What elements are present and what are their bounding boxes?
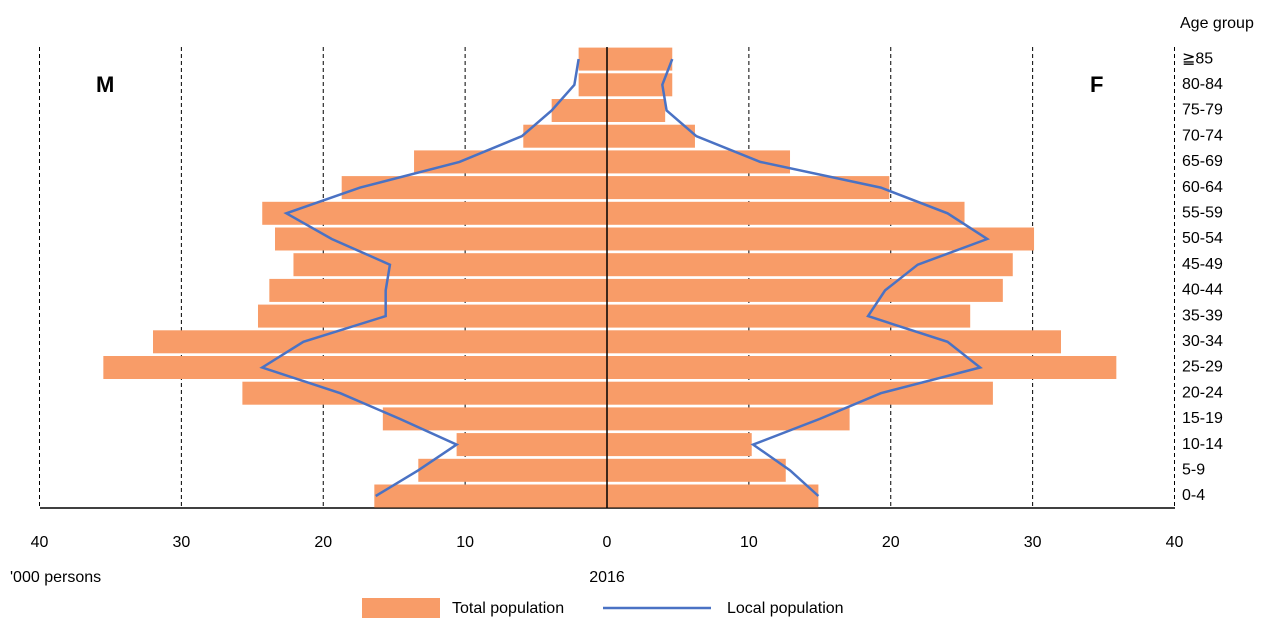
bar <box>607 407 850 431</box>
unit-label: '000 persons <box>10 569 101 586</box>
x-tick-label: 30 <box>172 534 190 551</box>
category-label: 15-19 <box>1182 410 1223 427</box>
bar <box>456 433 607 457</box>
x-tick-label: 0 <box>603 534 612 551</box>
legend-swatch <box>362 598 440 618</box>
x-tick-label: 30 <box>1024 534 1042 551</box>
bar <box>578 47 607 71</box>
category-label: 80-84 <box>1182 76 1223 93</box>
bar <box>607 176 890 200</box>
category-label: 30-34 <box>1182 333 1223 350</box>
category-label: 65-69 <box>1182 153 1223 170</box>
bar <box>262 201 607 225</box>
legend-label: Total population <box>452 600 564 617</box>
bar <box>607 124 695 148</box>
x-tick-label: 40 <box>1166 534 1184 551</box>
bar <box>103 356 607 379</box>
line <box>661 58 991 497</box>
x-tick-label: 40 <box>31 534 49 551</box>
category-label: 75-79 <box>1182 102 1223 119</box>
category-label: 40-44 <box>1182 282 1223 299</box>
category-label: 60-64 <box>1182 179 1223 196</box>
bar <box>153 330 607 354</box>
category-label: 45-49 <box>1182 256 1223 273</box>
category-label: 50-54 <box>1182 230 1223 247</box>
categories-title: Age group <box>1180 15 1254 32</box>
bar <box>269 278 607 302</box>
bar <box>607 253 1013 277</box>
category-label: ≧85 <box>1182 50 1213 67</box>
bar <box>607 201 965 225</box>
bar <box>293 253 607 277</box>
bar <box>607 47 673 71</box>
bar <box>374 484 607 508</box>
legend-label: Local population <box>727 600 844 617</box>
category-label: 5-9 <box>1182 462 1205 479</box>
x-tick-label: 20 <box>314 534 332 551</box>
bar <box>275 227 607 251</box>
bar <box>607 227 1035 251</box>
line <box>259 58 580 498</box>
left-label: M <box>96 72 114 97</box>
category-label: 10-14 <box>1182 436 1223 453</box>
category-label: 70-74 <box>1182 127 1223 144</box>
category-label: 0-4 <box>1182 487 1205 504</box>
category-label: 55-59 <box>1182 205 1223 222</box>
subtitle: 2016 <box>589 569 625 586</box>
bar <box>578 73 607 97</box>
right-label: F <box>1090 72 1103 97</box>
bar <box>607 304 971 328</box>
category-label: 25-29 <box>1182 359 1223 376</box>
bar <box>607 330 1061 354</box>
bar <box>418 458 607 482</box>
category-label: 35-39 <box>1182 307 1223 324</box>
bar <box>607 433 752 457</box>
bar <box>414 150 607 174</box>
bar <box>607 484 819 508</box>
bar <box>523 124 607 148</box>
bar <box>607 458 786 482</box>
bar <box>607 278 1003 302</box>
bar <box>551 99 607 122</box>
x-tick-label: 20 <box>882 534 900 551</box>
bar <box>607 356 1117 379</box>
bar <box>242 381 607 405</box>
bar <box>607 99 666 122</box>
bar <box>607 381 993 405</box>
bar <box>341 176 607 200</box>
bar <box>607 73 673 97</box>
x-tick-label: 10 <box>456 534 474 551</box>
bar <box>257 304 607 328</box>
category-label: 20-24 <box>1182 384 1223 401</box>
x-tick-label: 10 <box>740 534 758 551</box>
bar <box>382 407 607 431</box>
